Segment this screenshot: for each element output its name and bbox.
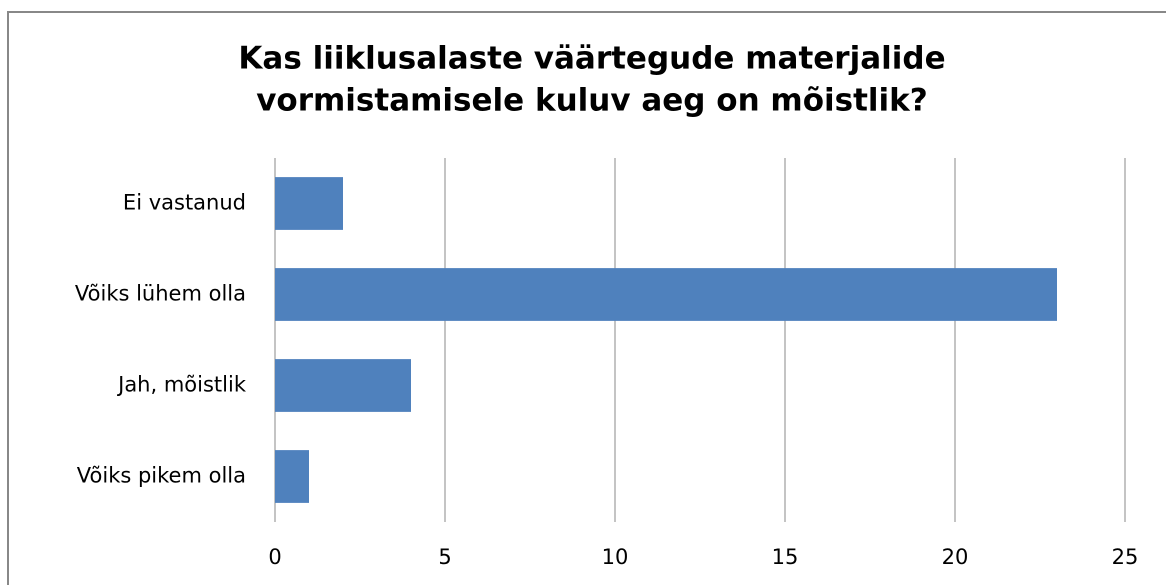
y-tick-label: Võiks pikem olla — [77, 464, 246, 488]
chart-title: Kas liiklusalaste väärtegude materjalide — [238, 41, 945, 77]
x-tick-label: 10 — [602, 545, 629, 569]
x-tick-label: 20 — [942, 545, 969, 569]
x-tick-label: 0 — [268, 545, 281, 569]
y-tick-label: Võiks lühem olla — [75, 282, 246, 306]
bar — [275, 177, 343, 230]
x-tick-label: 15 — [772, 545, 799, 569]
bar — [275, 268, 1057, 321]
chart-title: vormistamisele kuluv aeg on mõistlik? — [256, 83, 928, 119]
bar — [275, 450, 309, 503]
y-tick-label: Ei vastanud — [123, 191, 246, 215]
x-tick-label: 25 — [1112, 545, 1139, 569]
y-tick-label: Jah, mõistlik — [116, 373, 247, 397]
bar — [275, 359, 411, 412]
x-tick-label: 5 — [438, 545, 451, 569]
